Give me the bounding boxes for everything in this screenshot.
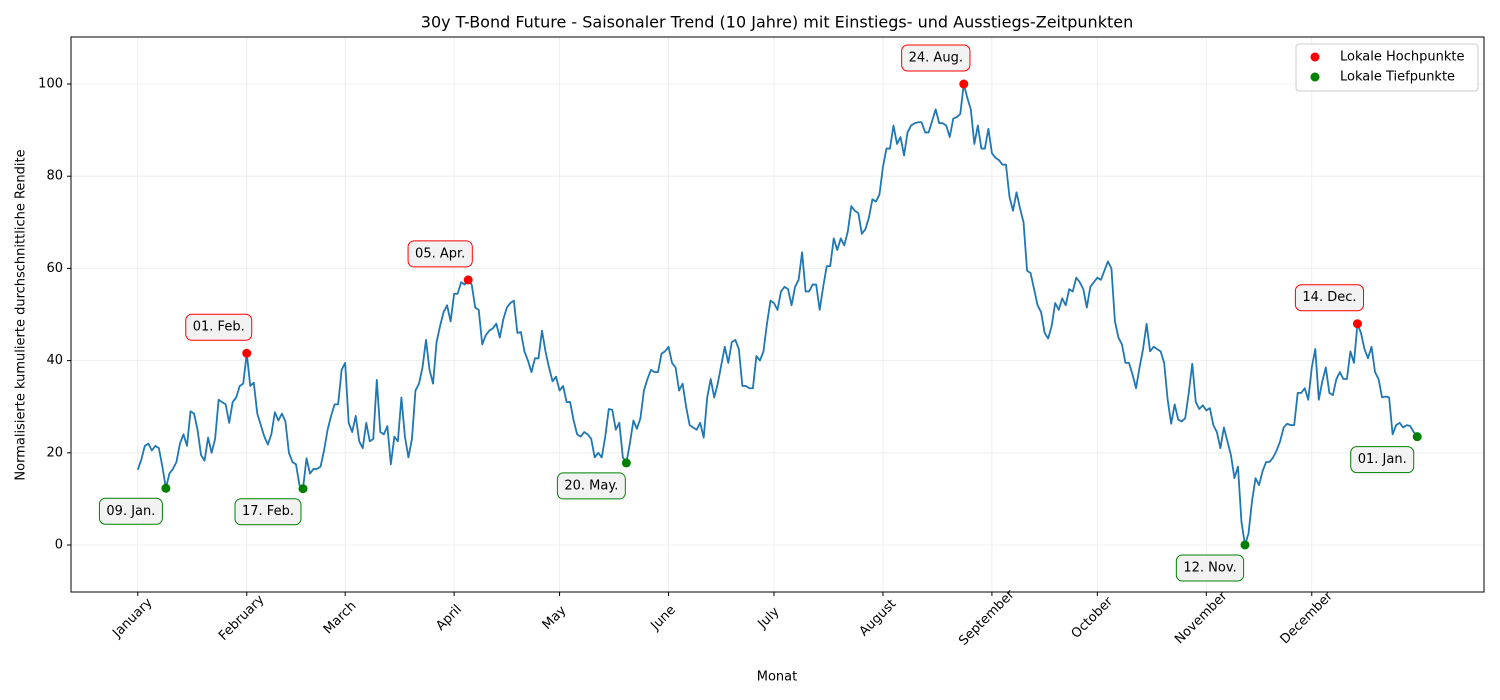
legend: Lokale Hochpunkte Lokale Tiefpunkte [1295, 43, 1479, 92]
annotation: 17. Feb. [234, 498, 302, 526]
annotation: 12. Nov. [1175, 554, 1245, 582]
legend-label: Lokale Tiefpunkte [1340, 70, 1455, 85]
annotation-box [1350, 446, 1415, 474]
chart-title: 30y T-Bond Future - Saisonaler Trend (10… [421, 13, 1133, 32]
annotation: 05. Apr. [407, 240, 473, 268]
annotation: 01. Feb. [185, 313, 253, 341]
annotation-label: 20. May. [564, 478, 618, 493]
legend-box [1295, 43, 1479, 92]
y-axis-label: Normalisierte kumulierte durchschnittlic… [14, 149, 29, 480]
point-marker [463, 275, 473, 285]
y-tick-label: 0 [55, 537, 63, 552]
point-marker [242, 348, 252, 358]
annotation-box [98, 497, 163, 525]
grid [71, 37, 1484, 592]
point-marker [298, 484, 308, 494]
annotation-box [234, 498, 302, 526]
annotation-label: 17. Feb. [242, 504, 294, 519]
point-marker [1240, 540, 1250, 550]
annotation-box [185, 313, 253, 341]
legend-marker [1310, 52, 1320, 62]
annotation: 20. May. [556, 472, 626, 500]
annotation: 24. Aug. [901, 44, 971, 72]
annotation: 09. Jan. [98, 497, 163, 525]
y-tick-label: 40 [46, 353, 63, 368]
y-tick-label: 20 [46, 445, 63, 460]
annotation-box [1294, 284, 1365, 312]
annotation-label: 09. Jan. [106, 504, 155, 519]
annotation-box [407, 240, 473, 268]
annotation-box [556, 472, 626, 500]
annotation-box [1175, 554, 1245, 582]
y-tick-label: 80 [46, 169, 63, 184]
annotation-label: 01. Jan. [1358, 452, 1407, 467]
legend-label: Lokale Hochpunkte [1340, 50, 1464, 65]
annotation: 14. Dec. [1294, 284, 1365, 312]
point-marker [1412, 432, 1422, 442]
annotation: 01. Jan. [1350, 446, 1415, 474]
trend-line [136, 83, 1418, 546]
annotation-label: 01. Feb. [193, 320, 245, 335]
annotation-label: 14. Dec. [1302, 290, 1356, 305]
annotation-label: 12. Nov. [1183, 560, 1236, 575]
annotation-label: 24. Aug. [909, 51, 963, 66]
annotation-label: 05. Apr. [415, 246, 465, 261]
point-marker [959, 79, 969, 89]
point-marker [161, 483, 171, 493]
point-marker [621, 458, 631, 468]
x-axis-label: Monat [757, 670, 797, 685]
point-marker [1352, 319, 1362, 329]
annotation-box [901, 44, 971, 72]
y-tick-label: 60 [46, 261, 63, 276]
y-tick-label: 100 [38, 77, 63, 92]
legend-marker [1310, 72, 1320, 82]
plot-frame [70, 36, 1485, 593]
